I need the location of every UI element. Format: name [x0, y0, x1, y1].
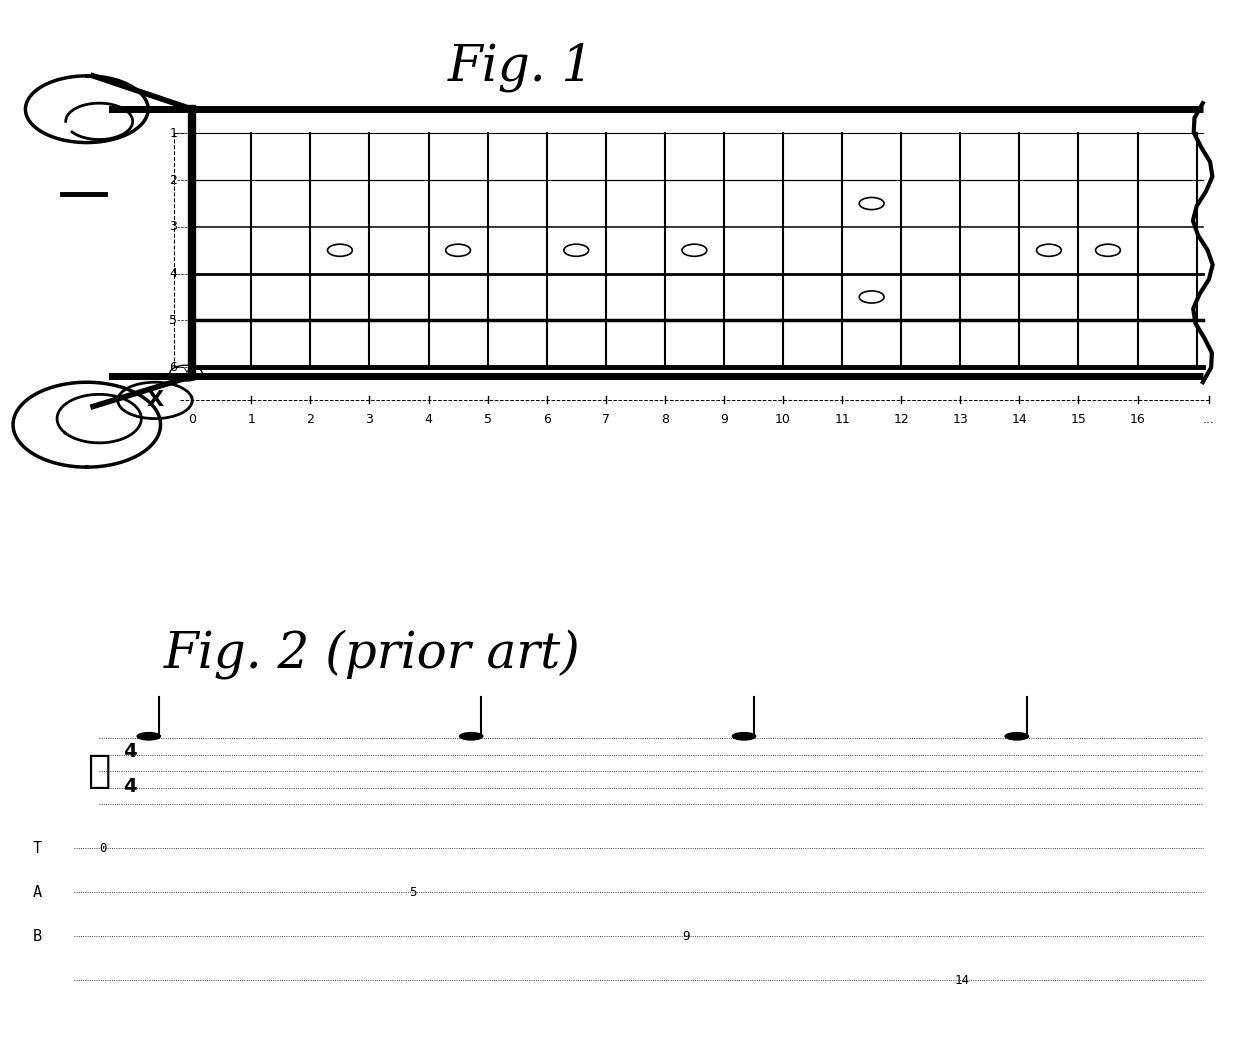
- Text: 14: 14: [955, 974, 970, 986]
- Text: 0: 0: [99, 842, 107, 855]
- Circle shape: [136, 732, 161, 741]
- Text: 4: 4: [170, 267, 177, 280]
- Text: 9: 9: [682, 930, 689, 942]
- Text: 1: 1: [247, 412, 255, 426]
- Text: B: B: [32, 929, 42, 943]
- Text: 9: 9: [720, 412, 728, 426]
- Text: 10: 10: [775, 412, 791, 426]
- Text: 𝄞: 𝄞: [87, 752, 110, 791]
- Text: 16: 16: [1130, 412, 1146, 426]
- Text: 3: 3: [366, 412, 373, 426]
- Text: 4: 4: [424, 412, 433, 426]
- Text: 6: 6: [170, 361, 177, 373]
- Text: 6: 6: [543, 412, 551, 426]
- Text: 4: 4: [124, 743, 136, 761]
- Text: Y: Y: [184, 368, 188, 378]
- Circle shape: [1004, 732, 1029, 741]
- Text: 14: 14: [1012, 412, 1027, 426]
- Text: 8: 8: [661, 412, 668, 426]
- Text: 2: 2: [306, 412, 314, 426]
- Circle shape: [732, 732, 756, 741]
- Text: Fig. 1: Fig. 1: [448, 43, 594, 92]
- Text: ...: ...: [1203, 412, 1215, 426]
- Text: 13: 13: [952, 412, 968, 426]
- Text: 0: 0: [188, 412, 196, 426]
- Text: 5: 5: [170, 314, 177, 326]
- Text: 2: 2: [170, 174, 177, 186]
- Text: 12: 12: [893, 412, 909, 426]
- Text: T: T: [32, 841, 42, 856]
- Text: 7: 7: [601, 412, 610, 426]
- Text: 3: 3: [170, 221, 177, 233]
- Text: 5: 5: [409, 886, 417, 899]
- Text: 15: 15: [1070, 412, 1086, 426]
- Text: Fig. 2 (prior art): Fig. 2 (prior art): [164, 629, 580, 679]
- Text: 11: 11: [835, 412, 849, 426]
- Text: A: A: [32, 885, 42, 900]
- Text: 1: 1: [170, 127, 177, 140]
- Text: 4: 4: [124, 777, 136, 796]
- Text: 5: 5: [484, 412, 491, 426]
- Circle shape: [459, 732, 484, 741]
- Text: X: X: [146, 390, 164, 410]
